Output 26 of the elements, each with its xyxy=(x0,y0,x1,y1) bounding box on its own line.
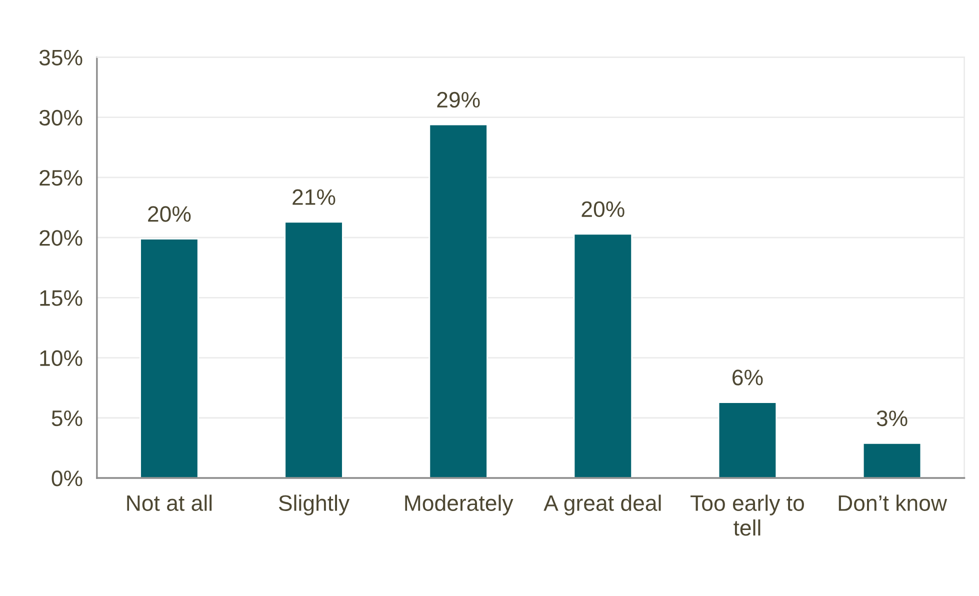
y-tick-label: 0% xyxy=(52,470,82,486)
data-label: 3% xyxy=(876,410,908,426)
data-label: 29% xyxy=(437,92,480,108)
x-tick-label: Moderately xyxy=(405,494,514,516)
data-label: 6% xyxy=(732,370,763,386)
data-label: 21% xyxy=(292,189,336,205)
bar xyxy=(428,124,488,478)
y-tick-label: 5% xyxy=(52,410,82,426)
bar xyxy=(284,221,344,478)
x-tick-label: A great deal xyxy=(544,494,661,516)
y-tick-label: 15% xyxy=(40,290,82,306)
y-tick-label: 30% xyxy=(39,110,82,126)
y-tick-label: 25% xyxy=(40,170,82,186)
bar xyxy=(573,233,633,478)
x-tick-label: Not at all xyxy=(127,494,212,511)
x-tick-label: Too early to tell xyxy=(690,494,804,536)
bar xyxy=(718,402,778,478)
x-tick-label: Don’t know xyxy=(838,494,948,511)
bar xyxy=(862,442,922,478)
y-tick-label: 20% xyxy=(40,230,82,246)
data-label: 20% xyxy=(148,206,191,222)
data-label: 20% xyxy=(582,201,624,218)
y-tick-label: 10% xyxy=(40,350,82,366)
y-tick-label: 35% xyxy=(39,50,82,66)
x-tick-label: Slightly xyxy=(278,494,350,516)
bar xyxy=(140,238,199,478)
